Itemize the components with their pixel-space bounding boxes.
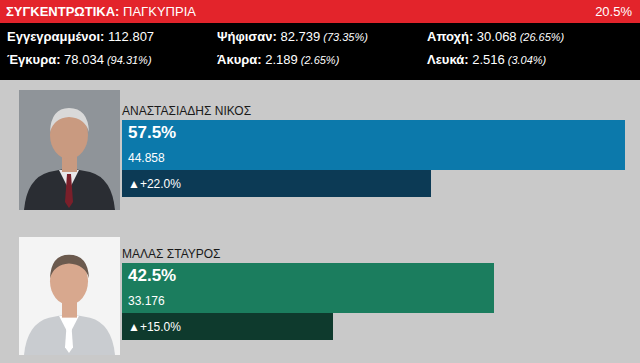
svg-text:▲+15.0%: ▲+15.0% bbox=[128, 320, 181, 334]
html-text:ΜΑΛΑΣ ΣΤΑΥΡΟΣ: ΜΑΛΑΣ ΣΤΑΥΡΟΣ bbox=[122, 247, 221, 261]
html-text:ΑΝΑΣΤΑΣΙΑΔΗΣ ΝΙΚΟΣ: ΑΝΑΣΤΑΣΙΑΔΗΣ ΝΙΚΟΣ bbox=[122, 104, 252, 118]
html-text:Λευκά: 2.516(3.04%): Λευκά: 2.516(3.04%) bbox=[427, 52, 547, 67]
html-text:ΣΥΓΚΕΝΤΡΩΤΙΚΑ: ΠΑΓΚΥΠΡΙΑ: ΣΥΓΚΕΝΤΡΩΤΙΚΑ: ΠΑΓΚΥΠΡΙΑ bbox=[6, 4, 196, 19]
svg-text:42.5%: 42.5% bbox=[128, 266, 176, 285]
html-text:20.5%: 20.5% bbox=[595, 4, 632, 19]
svg-text:▲+22.0%: ▲+22.0% bbox=[128, 177, 181, 191]
html-text:Έγκυρα: 78.034(94.31%): Έγκυρα: 78.034(94.31%) bbox=[7, 52, 152, 67]
html-text:Άκυρα: 2.189(2.65%): Άκυρα: 2.189(2.65%) bbox=[217, 52, 340, 67]
svg-text:44.858: 44.858 bbox=[128, 151, 165, 165]
html-text:Ψήφισαν: 82.739(73.35%): Ψήφισαν: 82.739(73.35%) bbox=[217, 29, 368, 44]
html-text:Εγγεγραμμένοι: 112.807: Εγγεγραμμένοι: 112.807 bbox=[7, 29, 155, 44]
svg-text:33.176: 33.176 bbox=[128, 294, 165, 308]
svg-text:57.5%: 57.5% bbox=[128, 123, 176, 142]
html-text:Αποχή: 30.068(26.65%): Αποχή: 30.068(26.65%) bbox=[427, 29, 565, 44]
